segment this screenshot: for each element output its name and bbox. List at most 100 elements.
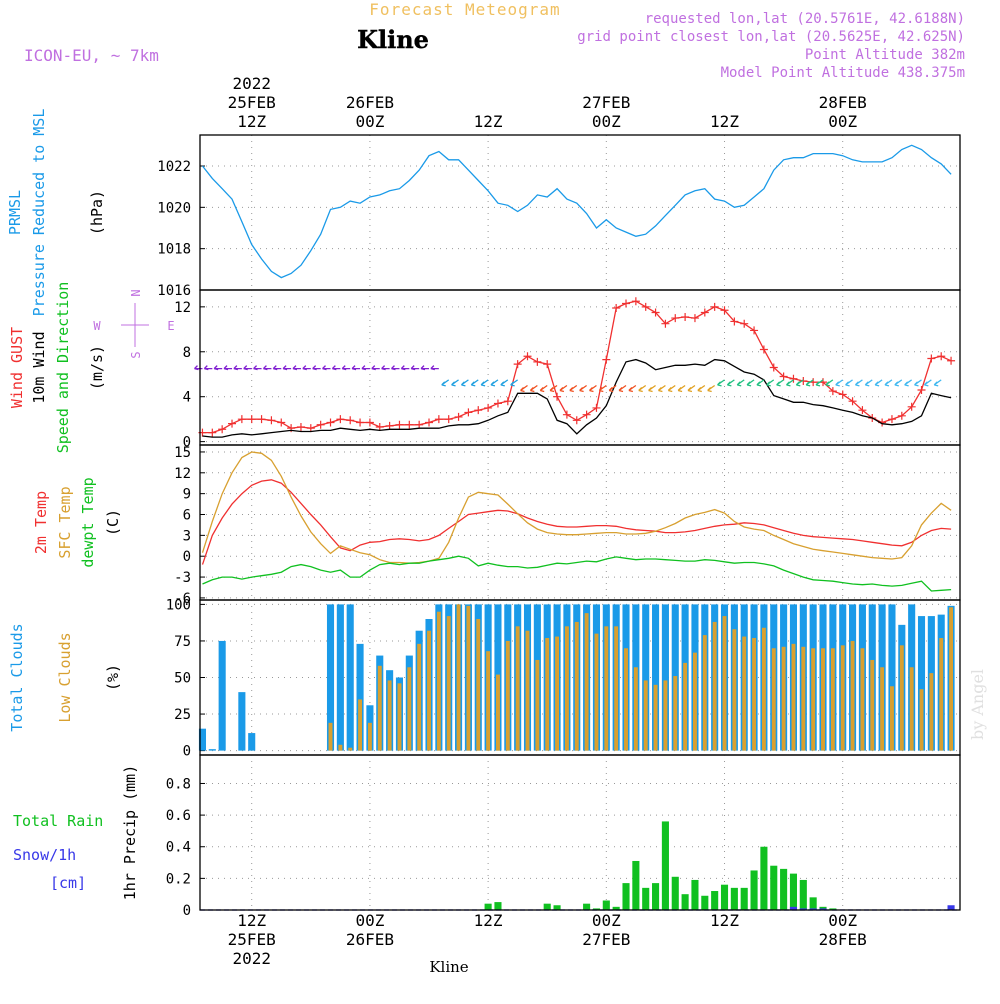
compass-n: N — [129, 289, 143, 296]
wind-arrow — [618, 384, 627, 393]
bar-clouds — [742, 636, 747, 751]
bar-precipitation — [494, 902, 502, 910]
gust-marker — [848, 397, 857, 406]
wind-arrow — [282, 365, 292, 371]
bar-clouds — [683, 662, 688, 751]
panel-frame — [199, 754, 961, 911]
bar-precipitation — [789, 906, 798, 910]
compass-e: E — [167, 319, 174, 333]
bar-clouds — [890, 686, 894, 751]
ytick-label: 9 — [183, 487, 191, 503]
time-label: 26FEB — [346, 93, 394, 112]
gust-marker — [907, 402, 916, 411]
gust-marker — [759, 345, 768, 354]
wind-arrow — [243, 365, 252, 371]
ytick-label: 75 — [174, 634, 191, 650]
bar-precipitation — [642, 887, 650, 910]
bar-clouds — [238, 692, 246, 751]
bar-precipitation — [602, 900, 610, 910]
gust-marker — [474, 406, 483, 415]
panel-clouds: 0 25 50 75 100 Total Clouds Low Clouds (%) — [8, 597, 961, 760]
ylabel: Total Clouds — [8, 623, 26, 731]
bar-clouds — [939, 638, 944, 751]
wind-arrow — [805, 379, 814, 387]
bar-clouds — [860, 648, 865, 751]
bar-precipitation — [691, 879, 699, 910]
bar-clouds — [397, 683, 402, 751]
wind-arrow — [371, 365, 380, 371]
requested-coords: requested lon,lat (20.5761E, 42.6188N) — [645, 11, 965, 27]
bar-clouds — [663, 680, 668, 751]
grid-point-coords: grid point closest lon,lat (20.5625E, 42… — [577, 29, 965, 45]
bar-precipitation — [819, 908, 827, 910]
time-label: 00Z — [828, 112, 857, 131]
point-altitude: Point Altitude 382m — [805, 47, 965, 63]
wind-arrow — [510, 379, 519, 387]
bar-clouds — [505, 640, 510, 751]
bar-clouds — [791, 643, 796, 751]
wind-arrow — [194, 365, 203, 371]
gust-marker — [277, 418, 286, 427]
wind-arrow — [322, 365, 331, 371]
time-label: 25FEB — [228, 93, 276, 112]
gust-marker — [523, 352, 532, 361]
gust-marker — [858, 406, 867, 415]
bar-precipitation — [809, 908, 817, 910]
bar-clouds — [328, 722, 333, 751]
gust-marker — [356, 418, 365, 427]
gust-marker — [543, 360, 552, 369]
bar-clouds — [840, 645, 845, 751]
wind-arrow — [312, 365, 321, 371]
bar-precipitation — [799, 908, 807, 910]
bar-precipitation — [681, 894, 689, 910]
time-label: 00Z — [355, 112, 384, 131]
gust-marker — [395, 420, 404, 429]
series-line — [201, 479, 952, 565]
model-label: ICON-EU, ~ 7km — [24, 46, 159, 65]
bar-precipitation — [612, 906, 620, 910]
wind-arrow — [272, 365, 282, 371]
wind-arrow — [400, 365, 410, 371]
gust-marker — [562, 410, 571, 419]
wind-arrow — [904, 379, 913, 387]
wind-arrow — [766, 379, 775, 387]
bar-precipitation — [543, 903, 551, 910]
wind-arrow — [628, 384, 637, 393]
bar-precipitation — [809, 897, 817, 910]
total-rain-label: Total Rain — [13, 812, 103, 830]
gust-marker — [375, 423, 384, 432]
bar-clouds — [633, 667, 638, 751]
panels: 1016 1018 1020 1022 PRMSL Pressure Reduced to… — [6, 109, 961, 919]
wind-arrow — [520, 384, 528, 393]
bar-clouds — [218, 640, 226, 751]
gust-marker — [690, 314, 699, 323]
gust-marker — [208, 428, 217, 437]
series-line — [201, 451, 952, 564]
ylabel: (%) — [104, 664, 122, 691]
bar-clouds — [693, 652, 697, 751]
bar-clouds — [466, 605, 471, 751]
bar-precipitation — [799, 879, 807, 910]
bar-clouds — [427, 630, 431, 751]
wind-arrow — [667, 384, 676, 393]
bar-clouds — [208, 749, 216, 751]
bar-clouds — [781, 646, 786, 751]
wind-arrow — [914, 379, 922, 387]
gust-marker — [917, 385, 926, 394]
ylabel: Speed and Direction — [54, 282, 72, 454]
bar-clouds — [564, 626, 569, 751]
gust-marker — [503, 397, 512, 406]
bar-clouds — [917, 616, 926, 751]
ylabel: (C) — [104, 509, 122, 536]
wind-arrow — [480, 379, 489, 387]
time-label: 00Z — [592, 911, 621, 930]
bar-clouds — [850, 640, 855, 751]
bar-precipitation — [671, 876, 679, 910]
watermark: by Angel — [968, 669, 987, 740]
bar-clouds — [594, 633, 599, 751]
bar-clouds — [407, 667, 412, 751]
time-label: 28FEB — [819, 930, 867, 949]
wind-arrow — [786, 379, 794, 387]
wind-arrow — [262, 365, 272, 371]
